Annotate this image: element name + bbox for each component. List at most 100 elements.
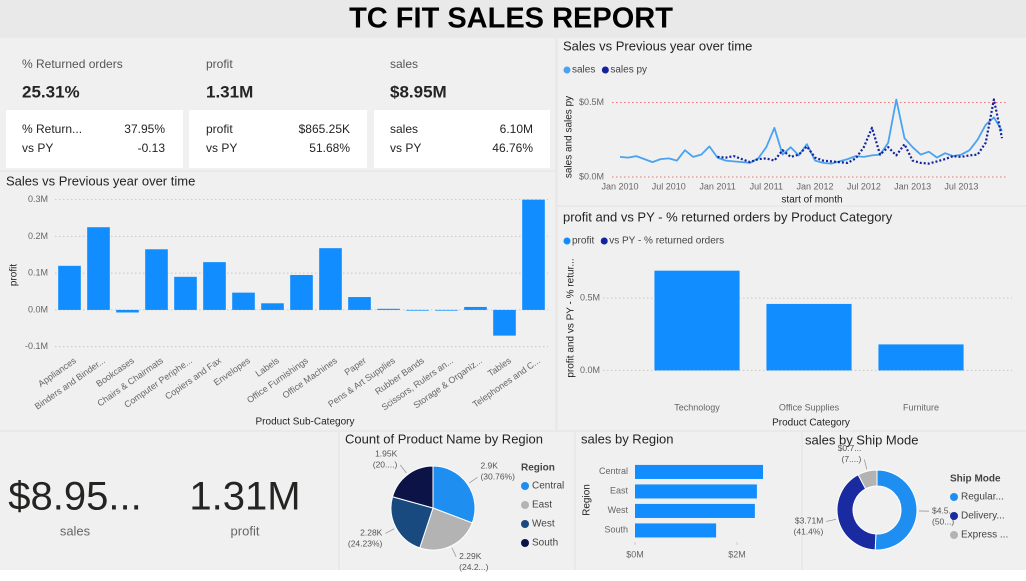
x-tick-label: Jul 2010 — [652, 181, 686, 191]
bar — [635, 464, 764, 479]
legend-title: Region — [521, 463, 555, 474]
legend-label: Delivery... — [961, 511, 1005, 522]
x-tick-label: Jul 2012 — [847, 181, 881, 191]
data-label: 2.9K — [480, 461, 498, 471]
chart-title: profit and vs PY - % returned orders by … — [563, 209, 893, 224]
leader-line — [863, 459, 868, 470]
comparison-value: 37.95% — [124, 122, 165, 136]
x-tick-label: Jan 2013 — [894, 181, 931, 191]
legend-label: Express ... — [961, 530, 1008, 541]
legend-label: sales — [572, 65, 595, 76]
y-tick-label: Central — [599, 466, 628, 476]
legend-label: Regular... — [961, 492, 1004, 503]
comparison-sub-value: 51.68% — [309, 141, 350, 155]
y-tick-label: West — [608, 505, 629, 515]
bar — [290, 275, 313, 310]
bar — [116, 309, 139, 313]
card-value: 1.31M — [206, 82, 253, 101]
bar — [635, 503, 755, 518]
bar — [435, 309, 458, 311]
y-tick-label: 0.0M — [28, 304, 48, 314]
bar — [58, 265, 81, 310]
data-label: 2.29K — [459, 551, 482, 561]
line — [717, 98, 1004, 165]
data-label: (20....) — [373, 459, 398, 469]
x-tick-label: Technology — [674, 402, 720, 412]
x-tick-label: $2M — [728, 549, 746, 559]
slice — [390, 496, 434, 549]
legend-label: vs PY - % returned orders — [609, 236, 724, 247]
legend-label: South — [532, 538, 558, 549]
legend-label: West — [532, 519, 555, 530]
x-tick-label: Furniture — [903, 402, 939, 412]
legend-marker — [950, 493, 958, 501]
bar — [464, 306, 487, 310]
bar — [878, 344, 964, 371]
leader-line — [451, 547, 457, 557]
bar — [635, 523, 717, 538]
bar — [348, 297, 371, 310]
chart-title: Sales vs Previous year over time — [563, 38, 752, 53]
bar — [635, 484, 757, 499]
data-label: (41.4%) — [794, 527, 824, 537]
x-axis-label: start of month — [781, 195, 842, 206]
comparison-value: $865.25K — [299, 122, 350, 136]
card-label: sales — [390, 57, 418, 71]
legend-marker — [521, 501, 529, 509]
card-box — [374, 110, 550, 168]
leader-line — [468, 477, 478, 484]
data-label: (24.23%) — [348, 539, 383, 549]
comparison-sub-value: 46.76% — [492, 141, 533, 155]
card-value: $8.95M — [390, 82, 447, 101]
big-card-label: profit — [231, 523, 260, 538]
x-tick-label: Jul 2013 — [944, 181, 978, 191]
leader-line — [826, 518, 837, 522]
legend-marker — [601, 66, 609, 74]
bar — [145, 249, 168, 310]
legend-label: sales py — [610, 65, 647, 76]
legend-marker — [563, 237, 571, 245]
big-card-value: 1.31M — [189, 475, 300, 519]
slice — [391, 465, 434, 509]
y-tick-label: 0.2M — [28, 231, 48, 241]
chart-title: Sales vs Previous year over time — [6, 173, 195, 188]
x-tick-label: Jan 2012 — [797, 181, 834, 191]
big-card-value: $8.95... — [8, 475, 141, 519]
legend-label: East — [532, 500, 552, 511]
y-tick-label: $0.0M — [579, 171, 604, 181]
data-label: 2.28K — [360, 528, 383, 538]
x-tick-label: Jul 2011 — [750, 181, 783, 191]
panel — [0, 172, 555, 430]
x-tick-label: Jan 2011 — [699, 181, 735, 191]
data-label: (24.2...) — [459, 562, 488, 572]
bar — [261, 303, 284, 310]
y-axis-label: profit and vs PY - % retur... — [566, 258, 577, 377]
legend-marker — [563, 66, 571, 74]
data-label: (50...) — [932, 516, 954, 526]
bar — [654, 270, 740, 371]
data-label: (7....) — [842, 454, 862, 464]
data-label: (30.76%) — [480, 472, 515, 482]
y-tick-label: -0.1M — [25, 341, 48, 351]
panel — [0, 432, 338, 570]
chart-title: sales by Ship Mode — [805, 432, 918, 447]
comparison-value: 6.10M — [500, 122, 533, 136]
comparison-label: % Return... — [22, 122, 82, 136]
card-box — [6, 110, 183, 168]
comparison-label: profit — [206, 122, 233, 136]
data-label: $0.7... — [838, 443, 862, 453]
chart-title: Count of Product Name by Region — [345, 431, 543, 446]
bar — [493, 309, 516, 336]
x-tick-label: Jan 2010 — [601, 181, 638, 191]
y-axis-label: sales and sales py — [564, 96, 575, 178]
card-box — [189, 110, 367, 168]
bar — [232, 292, 255, 310]
y-tick-label: 0.1M — [28, 268, 48, 278]
data-label: 1.95K — [375, 448, 398, 458]
slice — [432, 465, 476, 524]
legend-label: Central — [532, 481, 564, 492]
x-axis-label: Product Category — [772, 418, 850, 429]
legend-title: Ship Mode — [950, 474, 1001, 485]
slice — [857, 469, 878, 490]
